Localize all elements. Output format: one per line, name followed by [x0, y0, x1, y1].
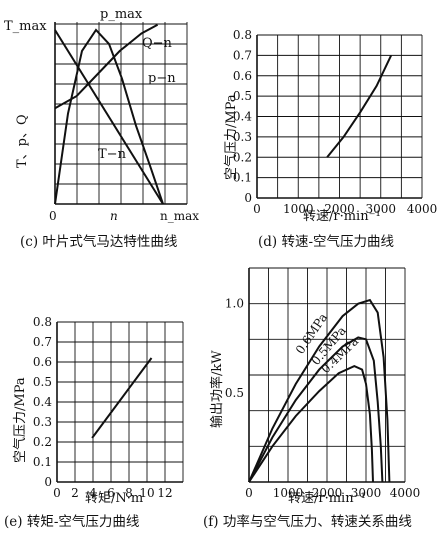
d-x-tick-1: 1000 — [283, 202, 314, 216]
f-series-line-0 — [248, 298, 391, 483]
d-x-tick-0: 0 — [253, 202, 261, 216]
e-x-tick-0: 0 — [53, 486, 61, 500]
e-y-tick-7: 0.7 — [33, 335, 52, 349]
panel-c-caption: (c) 叶片式气马达特性曲线 — [20, 234, 177, 250]
e-y-tick-1: 0.1 — [33, 455, 52, 469]
e-y-tick-4: 0.4 — [33, 395, 52, 409]
panel-f-caption: (f) 功率与空气压力、转速关系曲线 — [203, 513, 412, 530]
panel-d-x-label: 转速/r·min⁻¹ — [303, 209, 381, 224]
panel-f-y-label: 输出功率/kW — [209, 350, 225, 428]
e-x-tick-1: 2 — [71, 486, 79, 500]
d-y-tick-5: 0.5 — [233, 89, 252, 103]
panel-c-curve-label-tn: T−n — [98, 147, 127, 162]
f-series-line-2 — [248, 365, 374, 483]
panel-f-ticks: 0 1000 2000 3000 4000 0.5 1.0 — [225, 297, 420, 500]
f-y-tick-1: 1.0 — [225, 297, 244, 311]
c-series-line-0 — [54, 29, 164, 205]
f-x-tick-0: 0 — [245, 486, 253, 500]
panel-f-curves — [248, 298, 391, 483]
panel-f: 0 1000 2000 3000 4000 0.5 1.0 输出功率/kW 转速/r·min… — [203, 267, 420, 530]
panel-d-caption: (d) 转速-空气压力曲线 — [258, 234, 394, 250]
panel-c: p_max T_max Q−n p−n T−n T、p、Q 0 n n_max … — [4, 7, 199, 250]
panel-e-caption: (e) 转矩-空气压力曲线 — [4, 514, 139, 530]
panel-d-curves — [326, 54, 393, 158]
f-x-tick-1: 1000 — [273, 486, 304, 500]
d-y-tick-1: 0.1 — [233, 171, 252, 185]
d-x-tick-3: 3000 — [365, 202, 396, 216]
panel-c-x-tick-nmax: n_max — [160, 209, 199, 223]
panel-c-x-tick-n: n — [110, 209, 118, 223]
panel-c-y-label: T、p、Q — [15, 114, 30, 168]
panel-c-curves — [54, 23, 164, 205]
d-x-tick-2: 2000 — [324, 202, 355, 216]
d-y-tick-8: 0.8 — [233, 28, 252, 42]
d-y-tick-0: 0 — [244, 191, 252, 205]
e-y-tick-6: 0.6 — [33, 355, 52, 369]
panel-e-x-label: 转矩/N·m — [85, 491, 143, 506]
panel-c-curve-label-qn: Q−n — [142, 36, 173, 51]
panel-c-pmax-label: p_max — [100, 7, 143, 22]
panel-e-grid — [56, 321, 184, 483]
e-x-tick-2: 4 — [89, 486, 97, 500]
e-y-tick-0: 0 — [44, 475, 52, 489]
panel-e-curves — [91, 357, 153, 439]
e-x-tick-5: 10 — [139, 486, 154, 500]
c-series-line-1 — [54, 28, 164, 205]
panel-d: 0 1000 2000 3000 4000 0 0.1 0.2 0.3 0.4 0.5 0.6 0.7 0… — [223, 28, 437, 250]
e-x-tick-3: 6 — [107, 486, 115, 500]
panel-f-x-label: 转速/r·min⁻¹ — [288, 491, 366, 506]
d-series-line-0 — [326, 54, 393, 158]
panel-c-curve-label-pn: p−n — [148, 71, 176, 86]
panel-d-grid — [256, 34, 423, 199]
e-x-tick-4: 8 — [125, 486, 133, 500]
e-y-tick-2: 0.2 — [33, 435, 52, 449]
f-x-tick-3: 3000 — [351, 486, 382, 500]
e-series-line-0 — [91, 357, 153, 439]
panel-d-y-label: 空气压力/MPa — [223, 94, 239, 180]
f-x-tick-2: 2000 — [312, 486, 343, 500]
d-y-tick-7: 0.7 — [233, 48, 252, 62]
d-y-tick-2: 0.2 — [233, 150, 252, 164]
e-y-tick-3: 0.3 — [33, 415, 52, 429]
e-y-tick-5: 0.5 — [33, 375, 52, 389]
e-x-tick-6: 12 — [157, 486, 172, 500]
panel-f-grid — [248, 267, 406, 483]
c-series-line-2 — [54, 23, 159, 110]
panel-c-tmax-label: T_max — [4, 19, 47, 34]
d-x-tick-4: 4000 — [407, 202, 438, 216]
d-y-tick-3: 0.3 — [233, 130, 252, 144]
d-y-tick-6: 0.6 — [233, 69, 252, 83]
e-y-tick-8: 0.8 — [33, 315, 52, 329]
f-series-line-1 — [248, 336, 384, 483]
panel-d-ticks: 0 1000 2000 3000 4000 0 0.1 0.2 0.3 0.4 0.5 0.6 0.7 0… — [233, 28, 437, 216]
f-y-tick-0: 0.5 — [225, 386, 244, 400]
panel-c-x-tick-0: 0 — [49, 209, 57, 223]
d-y-tick-4: 0.4 — [233, 110, 252, 124]
f-x-tick-4: 4000 — [390, 486, 421, 500]
panel-c-grid — [55, 22, 188, 204]
panel-e-y-label: 空气压力/MPa — [12, 377, 28, 463]
